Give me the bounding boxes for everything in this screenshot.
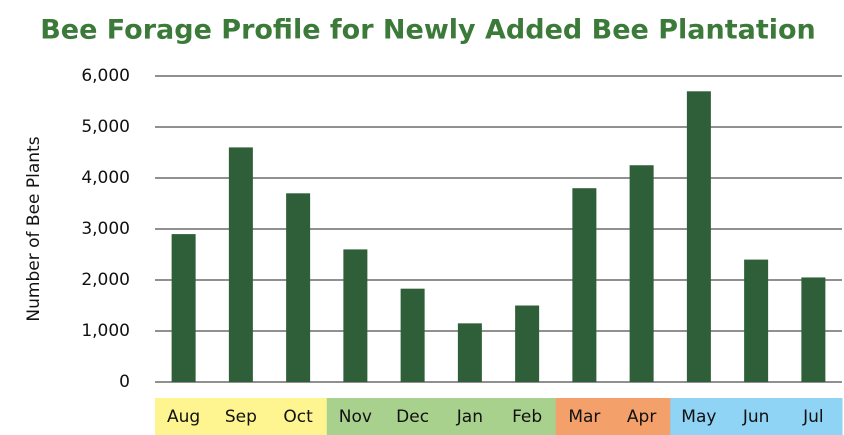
y-tick-label: 2,000 <box>81 270 130 290</box>
y-tick-label: 3,000 <box>81 219 130 239</box>
x-tick-label: Aug <box>167 407 200 427</box>
category-band <box>441 398 499 435</box>
bar <box>228 147 253 382</box>
y-tick-label: 5,000 <box>81 117 130 137</box>
bar <box>629 165 654 382</box>
y-axis-label: Number of Bee Plants <box>24 136 44 321</box>
x-tick-label: Jun <box>742 407 770 427</box>
bar <box>744 259 769 382</box>
bar <box>572 188 597 382</box>
category-band <box>555 398 614 435</box>
category-band <box>784 398 843 435</box>
bar <box>171 234 196 382</box>
x-tick-label: Apr <box>627 407 656 427</box>
bar <box>686 91 711 383</box>
x-tick-label: Sep <box>225 407 257 427</box>
category-band <box>269 398 328 435</box>
y-tick-label: 4,000 <box>81 168 130 188</box>
x-tick-label: Nov <box>339 407 372 427</box>
x-tick-label: Jul <box>802 407 824 427</box>
x-tick-label: Jan <box>456 407 483 427</box>
y-tick-label: 0 <box>119 372 130 392</box>
y-tick-label: 1,000 <box>81 321 130 341</box>
x-tick-label: May <box>681 407 716 427</box>
y-tick-label: 6,000 <box>81 66 130 86</box>
chart-title: Bee Forage Profile for Newly Added Bee P… <box>40 15 816 46</box>
bar <box>286 193 311 382</box>
x-tick-label: Oct <box>283 407 313 427</box>
x-tick-label: Mar <box>568 407 600 427</box>
category-band <box>326 398 385 435</box>
category-band <box>212 398 270 435</box>
category-band <box>384 398 442 435</box>
bar <box>343 249 368 382</box>
category-band <box>670 398 728 435</box>
category-band <box>498 398 557 435</box>
x-tick-label: Feb <box>512 407 542 427</box>
bar <box>457 323 482 382</box>
x-tick-label: Dec <box>396 407 429 427</box>
category-band <box>155 398 213 435</box>
bar <box>801 277 826 382</box>
category-band <box>727 398 786 435</box>
bar <box>400 288 425 382</box>
bar <box>515 305 540 382</box>
category-band <box>613 398 671 435</box>
